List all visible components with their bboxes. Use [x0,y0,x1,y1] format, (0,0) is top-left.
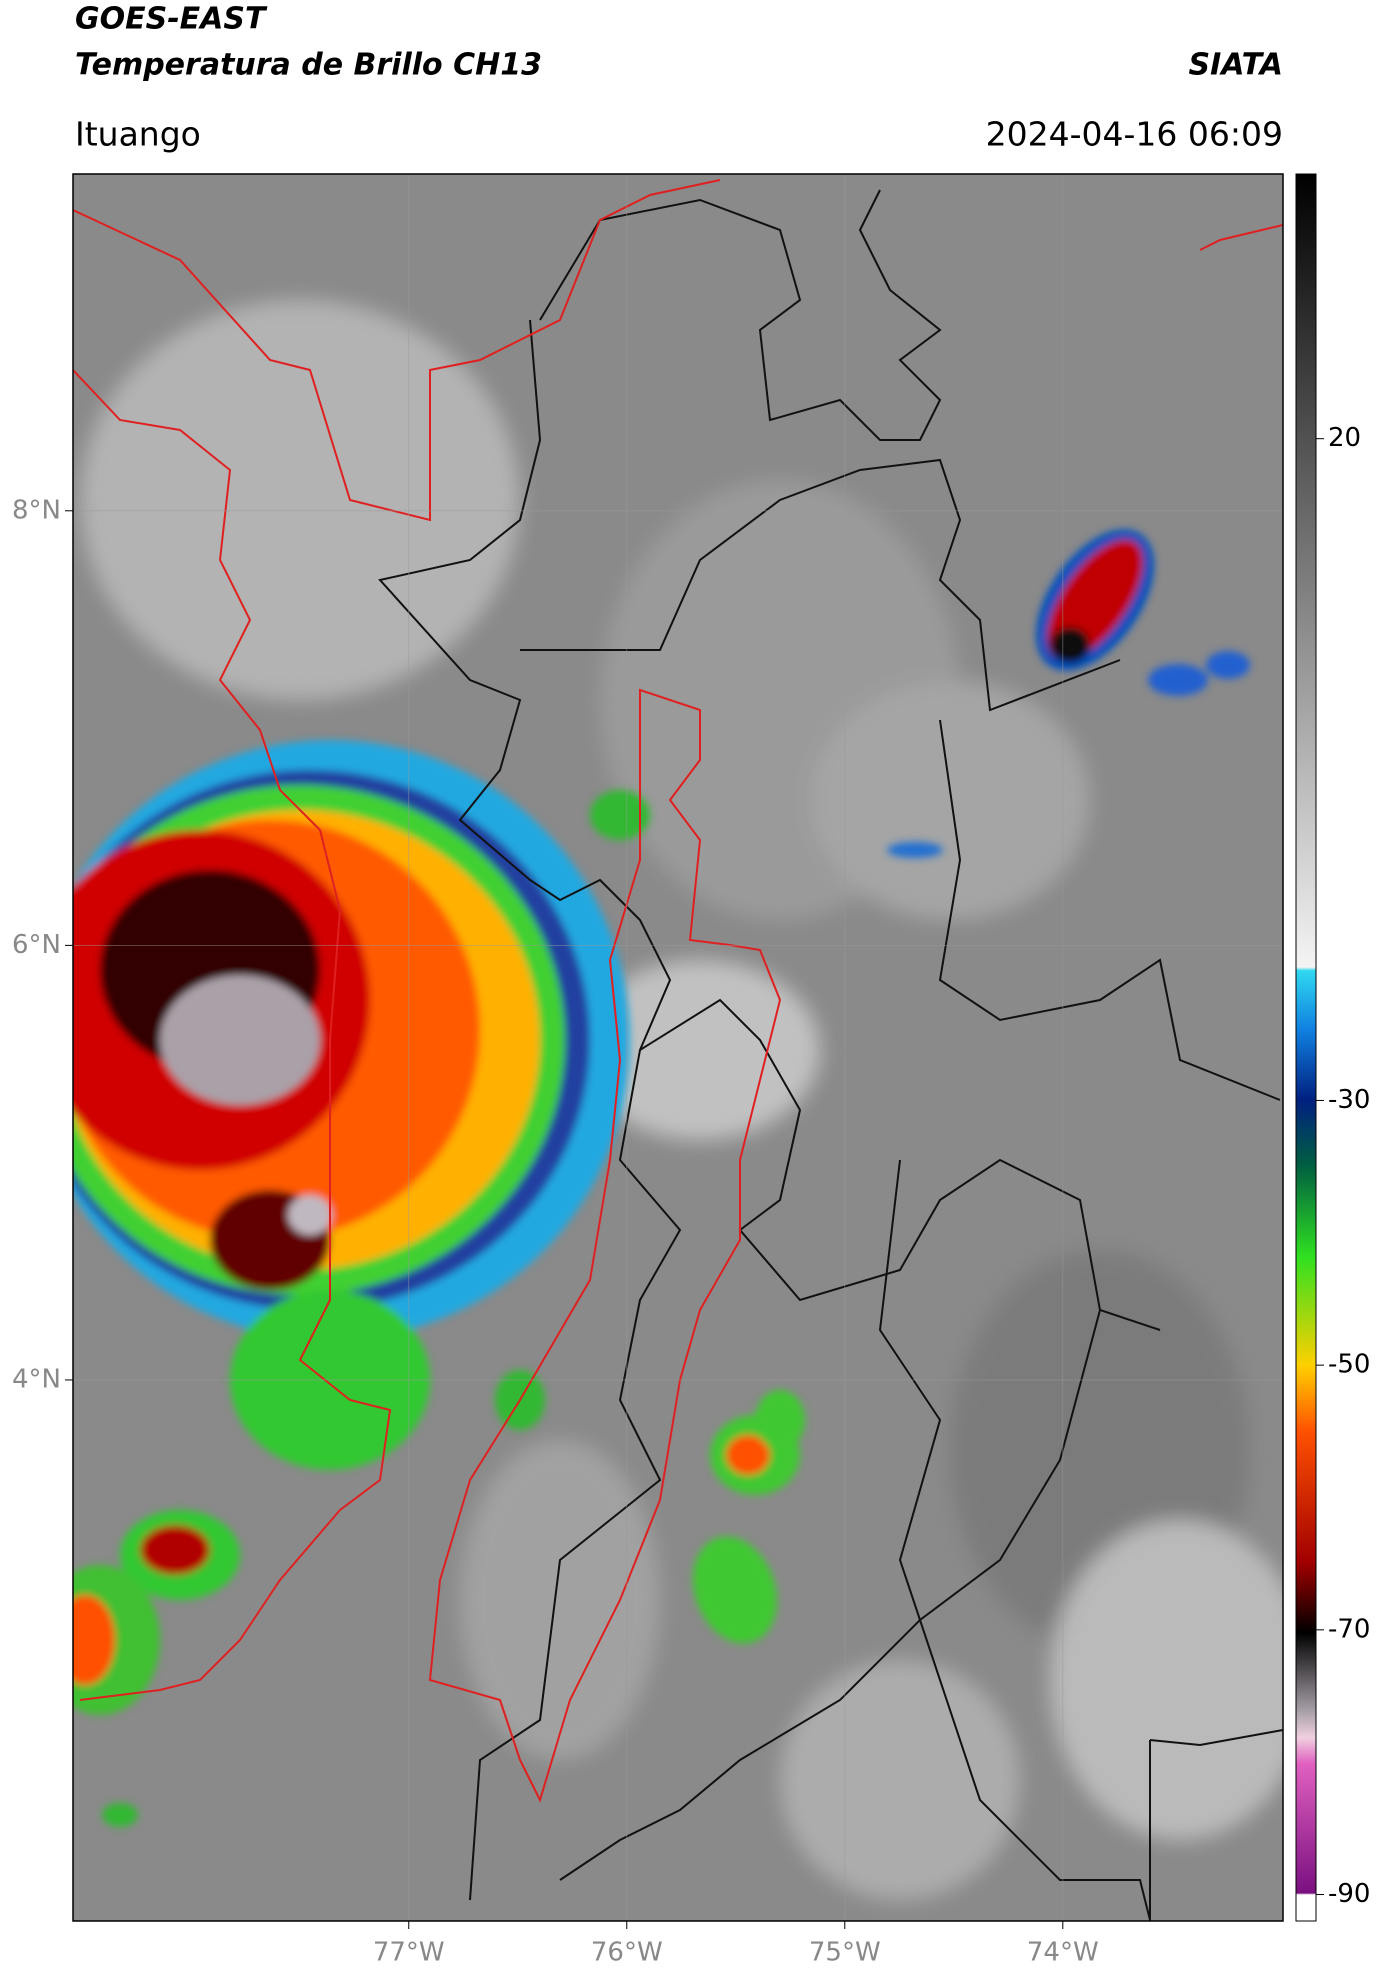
map-frame [72,173,1284,1922]
source: SIATA [1189,48,1283,83]
lon-tick-label: 76°W [591,1938,663,1968]
colorbar [1295,173,1317,1922]
lon-tick-label: 74°W [1027,1938,1099,1968]
graticule [73,174,1283,1921]
colorbar-tick-label: 20 [1328,423,1361,453]
colorbar-tick-label: -50 [1328,1350,1370,1380]
subtitle: Temperatura de Brillo CH13 [75,48,542,83]
title: GOES-EAST [75,2,268,37]
lon-tick-label: 75°W [809,1938,881,1968]
lat-tick-label: 8°N [12,495,61,525]
satellite-image [73,174,1283,1921]
colorbar-tick-label: -90 [1328,1879,1370,1909]
lat-tick-label: 6°N [12,930,61,960]
datetime: 2024-04-16 06:09 [986,115,1283,154]
lon-tick-label: 77°W [373,1938,445,1968]
lat-tick-label: 4°N [12,1364,61,1394]
colorbar-tick-label: -70 [1328,1614,1370,1644]
location: Ituango [75,115,201,154]
colorbar-tick-label: -30 [1328,1085,1370,1115]
